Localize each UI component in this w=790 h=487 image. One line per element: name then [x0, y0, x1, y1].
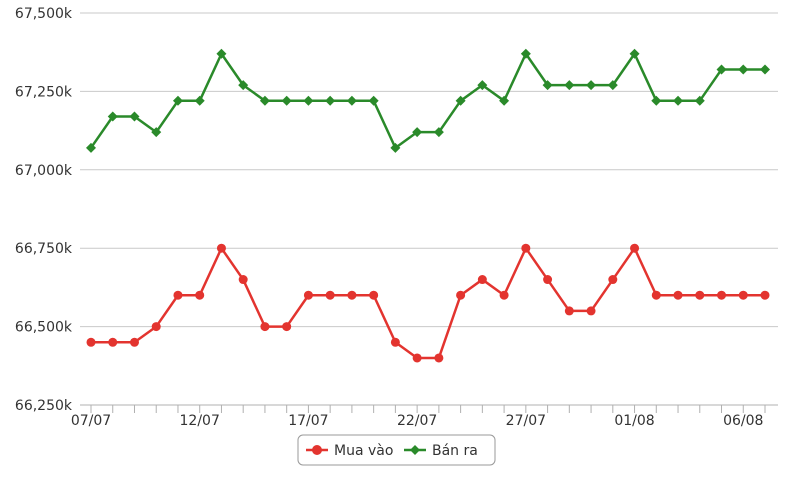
data-point[interactable]	[477, 275, 487, 285]
data-point[interactable]	[412, 353, 422, 363]
data-point[interactable]	[456, 290, 466, 300]
data-point[interactable]	[542, 80, 553, 91]
grid-lines	[80, 12, 778, 406]
data-point[interactable]	[238, 275, 248, 285]
data-point[interactable]	[477, 80, 488, 91]
data-point[interactable]	[673, 290, 683, 300]
data-point[interactable]	[303, 290, 313, 300]
data-point[interactable]	[607, 80, 618, 91]
data-point[interactable]	[281, 95, 292, 106]
data-point[interactable]	[390, 337, 400, 347]
data-point[interactable]	[695, 290, 705, 300]
legend-box	[297, 434, 496, 466]
data-point[interactable]	[238, 80, 249, 91]
series-group	[86, 48, 770, 363]
data-point[interactable]	[586, 306, 596, 316]
legend-item-ban-ra[interactable]: Bán ra	[404, 443, 478, 459]
data-point[interactable]	[347, 290, 357, 300]
data-point[interactable]	[520, 48, 531, 59]
data-point[interactable]	[651, 290, 661, 300]
data-point[interactable]	[259, 95, 270, 106]
data-point[interactable]	[86, 337, 96, 347]
data-point[interactable]	[543, 275, 553, 285]
data-point[interactable]	[673, 95, 684, 106]
y-tick-label: 67,250k	[15, 84, 73, 100]
data-point[interactable]	[173, 290, 183, 300]
data-point[interactable]	[129, 111, 140, 122]
data-point[interactable]	[738, 64, 749, 75]
y-tick-label: 66,500k	[15, 320, 73, 336]
x-tick-label: 01/08	[614, 413, 654, 429]
data-point[interactable]	[260, 322, 270, 332]
data-point[interactable]	[390, 142, 401, 153]
data-point[interactable]	[499, 290, 509, 300]
series-ban-ra	[86, 48, 770, 153]
y-tick-label: 67,500k	[15, 6, 73, 22]
data-point[interactable]	[434, 353, 444, 363]
data-point[interactable]	[564, 80, 575, 91]
series-line	[89, 52, 765, 150]
series-line	[91, 246, 765, 360]
data-point[interactable]	[368, 95, 379, 106]
x-tick-label: 22/07	[397, 413, 437, 429]
data-point[interactable]	[172, 95, 183, 106]
y-tick-label: 66,750k	[15, 241, 73, 257]
x-tick-label: 27/07	[506, 413, 546, 429]
data-point[interactable]	[433, 127, 444, 138]
data-point[interactable]	[760, 290, 770, 300]
x-tick-label: 12/07	[180, 413, 220, 429]
data-point[interactable]	[630, 243, 640, 253]
data-point[interactable]	[195, 290, 205, 300]
data-point[interactable]	[760, 64, 770, 75]
data-point[interactable]	[608, 275, 618, 285]
data-point[interactable]	[86, 142, 96, 153]
legend-diamond-icon	[410, 445, 420, 455]
x-tick-label: 07/07	[71, 413, 111, 429]
data-point[interactable]	[216, 48, 227, 59]
data-point[interactable]	[346, 95, 357, 106]
data-point[interactable]	[129, 337, 139, 347]
y-tick-label: 66,250k	[15, 398, 73, 414]
data-point[interactable]	[412, 127, 423, 138]
data-point[interactable]	[564, 306, 574, 316]
data-point[interactable]	[651, 95, 662, 106]
data-point[interactable]	[325, 95, 336, 106]
data-point[interactable]	[108, 337, 118, 347]
data-point[interactable]	[107, 111, 118, 122]
data-point[interactable]	[303, 95, 314, 106]
data-point[interactable]	[194, 95, 205, 106]
legend-label: Bán ra	[432, 443, 478, 459]
legend-item-mua-vao[interactable]: Mua vào	[306, 443, 393, 459]
data-point[interactable]	[216, 243, 226, 253]
legend[interactable]: Mua vào Bán ra	[297, 434, 496, 466]
data-point[interactable]	[151, 322, 161, 332]
data-point[interactable]	[499, 95, 510, 106]
data-point[interactable]	[325, 290, 335, 300]
x-tick-label: 06/08	[723, 413, 763, 429]
data-point[interactable]	[738, 290, 748, 300]
data-point[interactable]	[521, 243, 531, 253]
series-mua-vao	[86, 243, 770, 363]
data-point[interactable]	[716, 64, 727, 75]
x-tick-label: 17/07	[288, 413, 328, 429]
data-point[interactable]	[717, 290, 727, 300]
data-point[interactable]	[369, 290, 379, 300]
data-point[interactable]	[694, 95, 705, 106]
y-tick-label: 67,000k	[15, 163, 73, 179]
data-point[interactable]	[586, 80, 597, 91]
axes: 66,250k 66,500k 66,750k 67,000k 67,250k 67,50…	[15, 6, 778, 429]
legend-circle-icon	[312, 445, 322, 455]
legend-label: Mua vào	[334, 443, 393, 459]
data-point[interactable]	[151, 127, 162, 138]
data-point[interactable]	[629, 48, 640, 59]
data-point[interactable]	[455, 95, 466, 106]
data-point[interactable]	[282, 322, 292, 332]
